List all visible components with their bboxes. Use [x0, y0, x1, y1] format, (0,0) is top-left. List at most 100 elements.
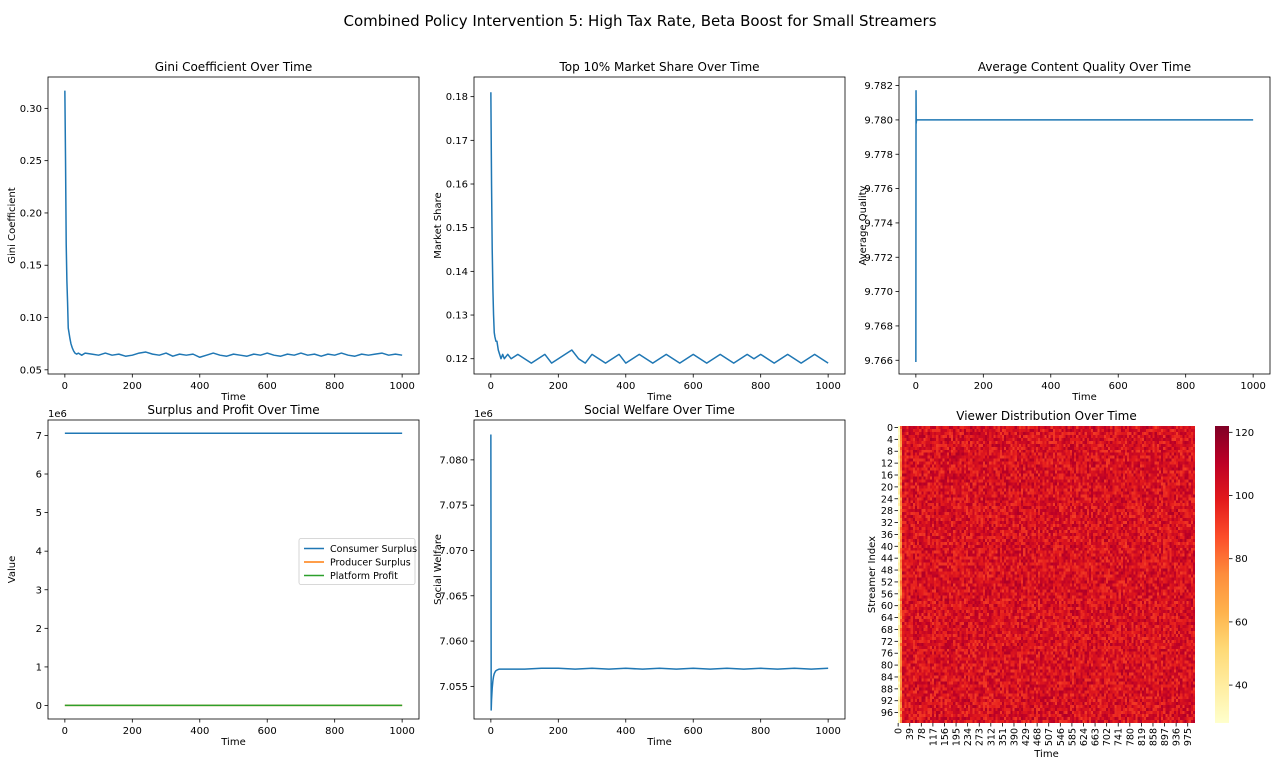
- x-tick-label: 273: [975, 728, 986, 746]
- y-tick-label: 9.782: [864, 81, 893, 92]
- y-tick-label: 0.14: [446, 267, 468, 278]
- axes-frame: [898, 76, 1271, 375]
- y-tick-label: 1: [36, 662, 42, 673]
- x-tick-label: 507: [1044, 728, 1055, 746]
- x-tick-label: 429: [1021, 728, 1032, 746]
- y-tick-label: 80: [881, 661, 893, 672]
- x-tick-label: 234: [963, 728, 974, 746]
- plot-area: [490, 434, 829, 711]
- x-tick-label: 200: [123, 381, 142, 392]
- x-tick-label: 800: [751, 381, 770, 392]
- y-tick-label: 0.15: [446, 223, 468, 234]
- y-tick-label: 0.20: [20, 208, 42, 219]
- x-tick-label: 0: [894, 728, 905, 734]
- y-tick-label: 48: [881, 566, 893, 577]
- chart-title: Surplus and Profit Over Time: [147, 403, 319, 417]
- legend: Consumer Surplus Producer Surplus Platform…: [298, 538, 417, 585]
- legend-frame: [298, 538, 416, 585]
- legend-label: Consumer Surplus: [330, 544, 417, 555]
- y-tick-label: 68: [881, 625, 893, 636]
- y-tick-label: 64: [881, 613, 893, 624]
- y-tick-label: 28: [881, 506, 893, 517]
- y-tick-label: 8: [887, 447, 893, 458]
- y-tick-label: 7: [36, 431, 42, 442]
- series-line-0: [64, 90, 403, 359]
- legend-label: Producer Surplus: [330, 558, 411, 569]
- x-tick-label: 600: [1109, 381, 1128, 392]
- y-tick-label: 60: [881, 601, 893, 612]
- series-line-0: [915, 89, 1254, 362]
- y-tick-label: 9.774: [864, 218, 893, 229]
- x-axis-label: Time: [646, 392, 671, 403]
- x-tick-label: 156: [940, 728, 951, 746]
- y-tick-label: 0.13: [446, 311, 468, 322]
- y-tick-label: 9.768: [864, 321, 893, 332]
- y-tick-label: 0.25: [20, 156, 42, 167]
- y-tick-label: 3: [36, 585, 42, 596]
- y-axis-label: Average Quality: [858, 185, 869, 265]
- y-tick-label: 7.055: [439, 682, 468, 693]
- y-axis-label: Social Welfare: [433, 534, 444, 605]
- y-tick-label: 76: [881, 649, 893, 660]
- x-tick-label: 741: [1114, 728, 1125, 746]
- y-tick-label: 7.060: [439, 637, 468, 648]
- colorbar-tick-label: 100: [1235, 491, 1254, 502]
- y-tick-label: 32: [881, 518, 893, 529]
- x-tick-label: 800: [325, 726, 344, 737]
- y-tick-label: 7.080: [439, 455, 468, 466]
- x-tick-label: 600: [258, 726, 277, 737]
- colorbar-tick-label: 60: [1235, 617, 1248, 628]
- chart-quality: Average Content Quality Over Time 0 200 400…: [858, 60, 1271, 403]
- colorbar-tick-label: 120: [1235, 428, 1254, 439]
- x-tick-label: 0: [488, 381, 494, 392]
- colorbar: 40 60 80 100 120: [1215, 426, 1254, 723]
- chart-title: Top 10% Market Share Over Time: [558, 60, 759, 74]
- y-tick-label: 36: [881, 530, 893, 541]
- x-tick-label: 400: [1041, 381, 1060, 392]
- plot-area: [64, 90, 403, 359]
- y-tick-label: 92: [881, 696, 893, 707]
- plot-area: [915, 89, 1254, 362]
- x-tick-label: 780: [1125, 728, 1136, 746]
- x-tick-label: 1000: [389, 381, 414, 392]
- y-tick-label: 0.10: [20, 313, 42, 324]
- colorbar-gradient: [1215, 426, 1229, 723]
- y-tick-label: 9.776: [864, 184, 893, 195]
- x-tick-label: 468: [1033, 728, 1044, 746]
- x-tick-label: 200: [549, 726, 568, 737]
- y-tick-label: 9.770: [864, 287, 893, 298]
- y-axis-label: Gini Coefficient: [7, 187, 18, 264]
- y-tick-label: 0: [887, 423, 893, 434]
- x-tick-label: 800: [1176, 381, 1195, 392]
- x-tick-label: 858: [1148, 728, 1159, 746]
- x-tick-label: 1000: [815, 726, 840, 737]
- x-tick-label: 0: [488, 726, 494, 737]
- y-tick-label: 5: [36, 508, 42, 519]
- x-axis-label: Time: [220, 737, 245, 748]
- x-tick-label: 400: [190, 726, 209, 737]
- y-tick-label: 72: [881, 637, 893, 648]
- y-tick-label: 0.17: [446, 136, 468, 147]
- x-tick-label: 936: [1172, 728, 1183, 746]
- y-axis-label: Market Share: [433, 192, 444, 258]
- heatmap-cells: [898, 426, 1195, 723]
- x-tick-label: 663: [1091, 728, 1102, 746]
- x-tick-label: 546: [1056, 728, 1067, 746]
- x-tick-label: 624: [1079, 728, 1090, 746]
- y-tick-label: 88: [881, 684, 893, 695]
- x-tick-label: 400: [616, 726, 635, 737]
- figure-suptitle: Combined Policy Intervention 5: High Tax…: [343, 12, 936, 30]
- x-axis-label: Time: [220, 392, 245, 403]
- chart-welfare: Social Welfare Over Time 0 200 400 600 800 100…: [433, 403, 846, 748]
- x-tick-label: 585: [1067, 728, 1078, 746]
- y-tick-label: 9.778: [864, 150, 893, 161]
- y-tick-label: 0: [36, 701, 42, 712]
- x-tick-label: 312: [986, 728, 997, 746]
- plot-area: [64, 432, 403, 707]
- x-tick-label: 600: [258, 381, 277, 392]
- y-tick-label: 7.070: [439, 546, 468, 557]
- y-tick-label: 4: [36, 547, 42, 558]
- y-tick-label: 52: [881, 577, 893, 588]
- axes-frame: [473, 419, 846, 720]
